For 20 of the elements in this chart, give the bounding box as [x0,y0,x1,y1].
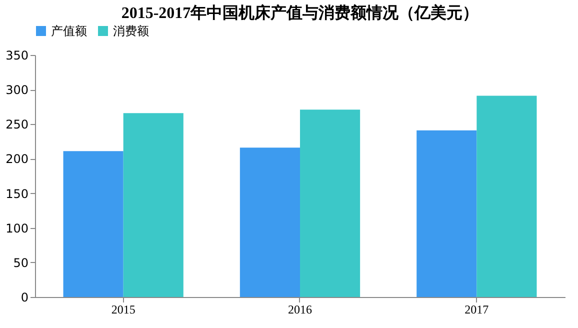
bar [240,148,300,297]
y-tick-label: 300 [6,83,28,98]
bar [63,151,124,297]
legend-label: 消费额 [113,24,149,38]
y-tick-label: 0 [20,290,28,304]
x-tick-label: 2015 [111,302,136,316]
y-tick-label: 100 [6,221,28,236]
bar [416,130,477,297]
x-tick-label: 2017 [464,302,489,316]
legend-label: 产值额 [51,24,87,38]
x-tick-label: 2016 [288,302,312,316]
chart-title: 2015-2017年中国机床产值与消费额情况（亿美元） [121,3,479,22]
y-tick-label: 250 [6,118,28,132]
y-tick-label: 50 [13,256,28,270]
y-tick-label: 200 [6,152,28,166]
bar [123,113,184,297]
y-tick-label: 150 [6,186,28,201]
bar [300,110,360,297]
y-tick-label: 350 [6,48,28,62]
bar [476,96,537,297]
